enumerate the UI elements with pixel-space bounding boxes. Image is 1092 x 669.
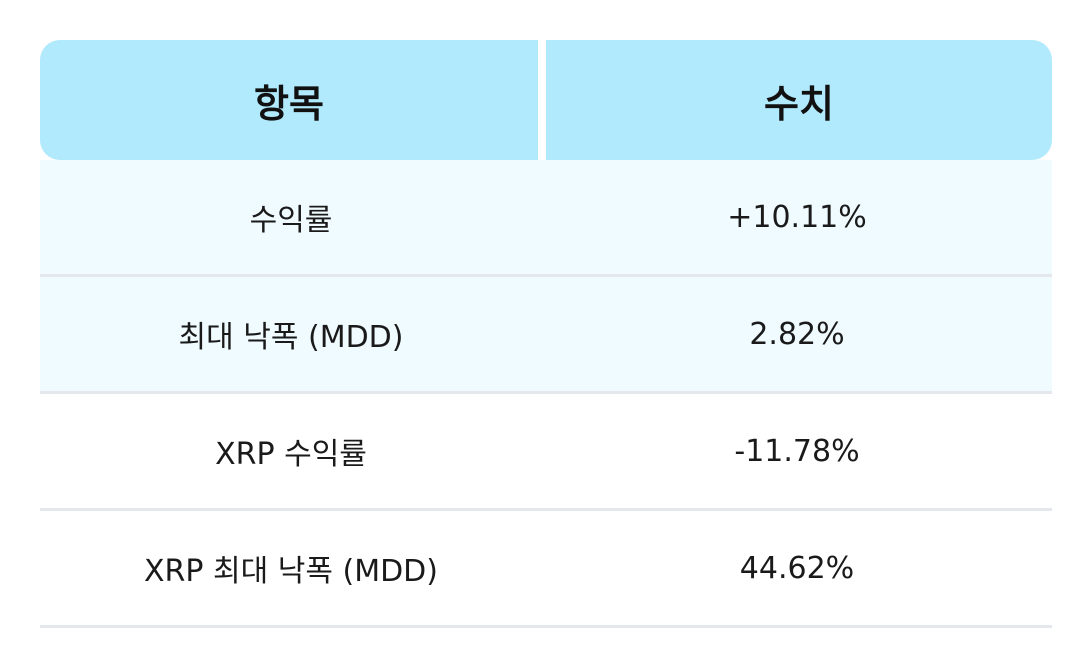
header-item: 항목 (40, 40, 538, 160)
row-value: +10.11% (727, 199, 867, 235)
table-row: XRP 수익률 -11.78% (40, 394, 1052, 511)
header-value: 수치 (546, 40, 1052, 160)
results-table: 항목 수치 수익률 +10.11% 최대 낙폭 (MDD) 2.82% XRP … (40, 40, 1052, 628)
table-header: 항목 수치 (40, 40, 1052, 160)
row-item-label: 수익률 (249, 203, 333, 238)
row-value: 44.62% (739, 550, 855, 586)
row-value: -11.78% (734, 433, 860, 469)
row-item-label: XRP 최대 낙폭 (MDD) (144, 554, 438, 589)
row-item-label: XRP 수익률 (215, 437, 367, 472)
row-item-label: 최대 낙폭 (MDD) (178, 320, 404, 355)
row-value: 2.82% (749, 316, 845, 352)
table-row: 수익률 +10.11% (40, 160, 1052, 277)
table-row: XRP 최대 낙폭 (MDD) 44.62% (40, 511, 1052, 628)
table-row: 최대 낙폭 (MDD) 2.82% (40, 277, 1052, 394)
